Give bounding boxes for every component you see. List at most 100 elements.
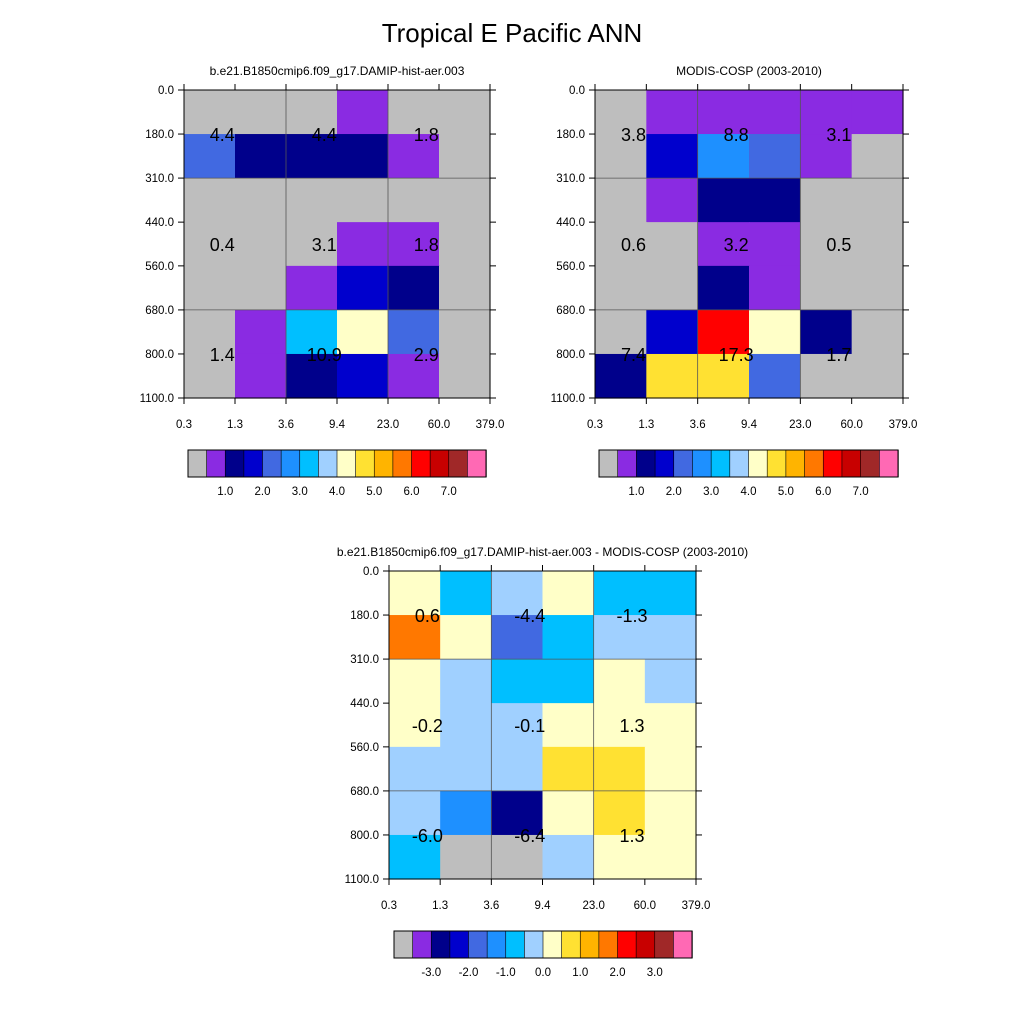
heatmap-cell <box>389 790 441 836</box>
colorbar-swatch <box>430 930 451 959</box>
panel-1: b.e21.B1850cmip6.f09_g17.DAMIP-hist-aer.… <box>140 64 505 498</box>
colorbar-label: 7.0 <box>441 486 457 498</box>
heatmap-cell <box>491 790 544 836</box>
heatmap-cell <box>542 746 595 792</box>
heatmap-cell <box>593 703 646 748</box>
y-tick-label: 1100.0 <box>345 874 379 886</box>
heatmap-cell <box>440 615 492 660</box>
cell-value-label: 0.6 <box>621 235 646 255</box>
heatmap-cell <box>440 746 492 792</box>
heatmap-cell <box>646 222 699 267</box>
heatmap-cell <box>542 703 595 748</box>
heatmap-cell <box>749 265 801 311</box>
cell-value-label: 1.8 <box>414 235 439 255</box>
heatmap-cell <box>800 353 853 399</box>
colorbar-swatch <box>542 930 563 959</box>
heatmap-cell <box>800 309 853 355</box>
colorbar-frame <box>598 449 899 478</box>
heatmap-cell <box>389 746 441 792</box>
colorbar-swatch <box>561 930 581 959</box>
heatmap-cell <box>388 178 440 223</box>
colorbar-label: -2.0 <box>459 967 479 979</box>
heatmap-cell <box>644 834 697 880</box>
heatmap-cell <box>440 790 492 836</box>
colorbar-swatch <box>262 449 282 478</box>
heatmap-cell <box>749 353 801 399</box>
heatmap-cell <box>439 178 491 223</box>
heatmap-cell <box>542 790 595 836</box>
colorbar-label: 2.0 <box>610 967 626 979</box>
heatmap-cell <box>542 659 595 704</box>
heatmap-cell <box>697 178 750 223</box>
heatmap-cell <box>593 790 646 836</box>
colorbar-label: 7.0 <box>853 486 869 498</box>
cell-value-label: 4.4 <box>312 125 337 145</box>
colorbar-swatch <box>617 930 637 959</box>
colorbar-swatch <box>785 449 806 478</box>
heatmap-cell <box>644 615 697 660</box>
heatmap-cell <box>851 178 904 223</box>
colorbar-swatch <box>243 449 264 478</box>
colorbar-label: 1.0 <box>572 967 588 979</box>
colorbar-swatch <box>393 930 414 959</box>
heatmap-cell <box>184 90 236 135</box>
colorbar-swatch <box>392 449 413 478</box>
cell-value-label: 0.4 <box>210 235 235 255</box>
colorbar-swatch <box>748 449 768 478</box>
y-tick-label: 680.0 <box>145 305 174 317</box>
heatmap-cell <box>235 90 287 135</box>
heatmap-cell <box>184 353 236 399</box>
heatmap-cell <box>595 309 647 355</box>
colorbar-label: 0.0 <box>535 967 551 979</box>
cell-value-label: 1.3 <box>620 826 645 846</box>
colorbar-swatch <box>822 449 843 478</box>
y-tick-label: 1100.0 <box>140 393 174 405</box>
heatmap-cell <box>439 134 491 179</box>
heatmap-cell <box>851 353 904 399</box>
colorbar-swatch <box>860 449 881 478</box>
heatmap-cell <box>337 178 389 223</box>
heatmap-cell <box>595 134 647 179</box>
y-tick-label: 560.0 <box>350 742 379 754</box>
heatmap-cell <box>440 703 492 748</box>
heatmap-cell <box>286 353 338 399</box>
heatmap-cell <box>800 178 853 223</box>
heatmap-cell <box>646 309 699 355</box>
cell-value-label: -6.4 <box>514 826 545 846</box>
heatmap-cell <box>697 134 750 179</box>
panel-2: MODIS-COSP (2003-2010) 0.0 180.0 310.0 440.0… <box>551 64 918 498</box>
cell-value-label: 17.3 <box>719 345 754 365</box>
heatmap-cell <box>235 265 287 311</box>
heatmap-cell <box>491 703 544 748</box>
heatmap-cell <box>439 222 491 267</box>
heatmap-cell <box>439 90 491 135</box>
y-tick-label: 180.0 <box>556 129 585 141</box>
heatmap-cell <box>851 90 904 135</box>
heatmap-cell <box>595 90 647 135</box>
x-tick-label: 9.4 <box>535 900 552 912</box>
y-tick-label: 440.0 <box>145 217 174 229</box>
cell-value-label: -0.1 <box>514 716 545 736</box>
heatmap-cell <box>593 746 646 792</box>
heatmap-cell <box>337 309 389 355</box>
colorbar-label: 4.0 <box>329 486 345 498</box>
heatmap-cell <box>491 834 544 880</box>
colorbar-swatch <box>654 449 675 478</box>
colorbar-label: 6.0 <box>815 486 831 498</box>
y-tick-label: 800.0 <box>145 349 174 361</box>
heatmap-cell <box>542 615 595 660</box>
heatmap-cell <box>389 834 441 880</box>
heatmap-cell <box>184 178 236 223</box>
heatmap-cell <box>388 309 440 355</box>
colorbar: -3.0 -2.0 -1.0 0.0 1.0 2.0 3.0 <box>393 930 693 979</box>
heatmap-cell <box>646 353 699 399</box>
heatmap-cell <box>697 353 750 399</box>
colorbar-swatch <box>467 449 487 478</box>
heatmap-cell <box>749 178 801 223</box>
colorbar-swatch <box>318 449 338 478</box>
x-tick-label: 60.0 <box>840 419 862 431</box>
colorbar-swatch <box>636 449 656 478</box>
colorbar-label: 3.0 <box>647 967 663 979</box>
panel-title: b.e21.B1850cmip6.f09_g17.DAMIP-hist-aer.… <box>210 64 465 78</box>
